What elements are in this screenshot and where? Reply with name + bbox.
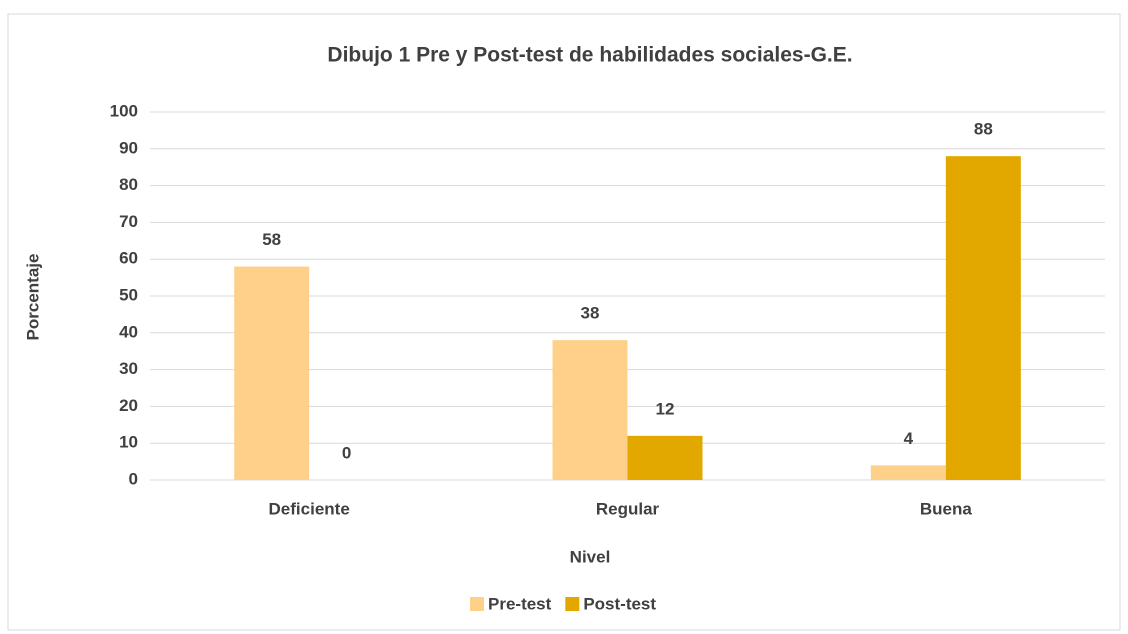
data-label: 58 bbox=[262, 230, 281, 249]
y-tick-label: 0 bbox=[129, 469, 138, 488]
y-tick-label: 70 bbox=[119, 212, 138, 231]
legend-swatch bbox=[470, 597, 484, 611]
y-tick-label: 50 bbox=[119, 285, 138, 304]
y-tick-label: 40 bbox=[119, 322, 138, 341]
y-tick-label: 30 bbox=[119, 359, 138, 378]
x-tick-label: Deficiente bbox=[269, 499, 350, 518]
chart-title: Dibujo 1 Pre y Post-test de habilidades … bbox=[327, 44, 852, 67]
y-tick-label: 80 bbox=[119, 175, 138, 194]
y-tick-label: 10 bbox=[119, 433, 138, 452]
x-tick-label: Regular bbox=[596, 499, 660, 518]
y-tick-label: 20 bbox=[119, 396, 138, 415]
legend-swatch bbox=[565, 597, 580, 611]
bar bbox=[552, 340, 628, 480]
legend-label: Post-test bbox=[583, 594, 656, 613]
chart-frame bbox=[7, 13, 1121, 631]
y-tick-label: 60 bbox=[119, 249, 138, 268]
bar bbox=[945, 156, 1021, 480]
x-tick-label: Buena bbox=[920, 499, 973, 518]
bar bbox=[627, 435, 703, 480]
y-axis-title: Porcentaje bbox=[23, 254, 42, 341]
legend-label: Pre-test bbox=[488, 594, 552, 613]
data-label: 12 bbox=[656, 399, 675, 418]
bar bbox=[234, 266, 310, 480]
y-tick-label: 100 bbox=[110, 101, 138, 120]
y-tick-label: 90 bbox=[119, 138, 138, 157]
bar bbox=[870, 465, 946, 480]
x-axis-title: Nivel bbox=[570, 547, 611, 566]
data-label: 88 bbox=[974, 120, 993, 139]
data-label: 4 bbox=[904, 429, 914, 448]
data-label: 38 bbox=[581, 304, 600, 323]
data-label: 0 bbox=[342, 443, 351, 462]
